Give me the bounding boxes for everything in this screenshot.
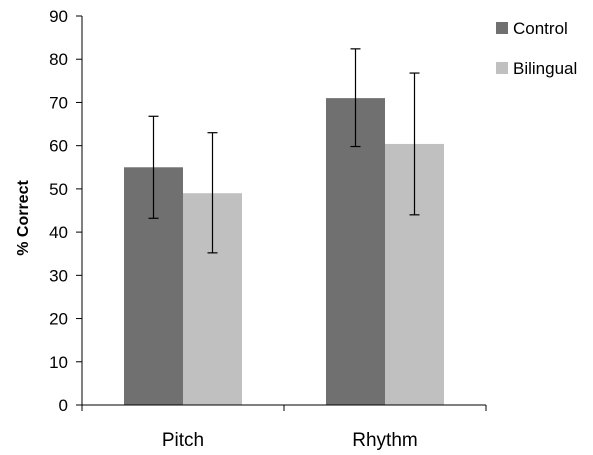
y-tick-label: 40 <box>49 223 68 242</box>
legend: Control Bilingual <box>496 19 577 78</box>
legend-label-control: Control <box>513 19 568 38</box>
y-tick-label: 90 <box>49 7 68 26</box>
error-bars <box>148 48 420 254</box>
bar-control-rhythm <box>326 98 385 405</box>
x-category-label: Rhythm <box>352 430 417 451</box>
y-tick-label: 10 <box>49 353 68 372</box>
legend-swatch-control <box>496 22 508 34</box>
legend-label-bilingual: Bilingual <box>513 59 577 78</box>
y-tick-label: 30 <box>49 266 68 285</box>
y-tick-label: 80 <box>49 50 68 69</box>
y-tick-label: 60 <box>49 137 68 156</box>
x-category-label: Pitch <box>162 430 204 451</box>
y-tick-label: 0 <box>59 396 68 415</box>
x-axis-ticks <box>81 405 487 411</box>
y-axis-ticks: 0 10 20 30 40 50 60 70 80 90 <box>49 7 82 415</box>
category-labels: Pitch Rhythm <box>162 430 418 451</box>
y-tick-label: 70 <box>49 93 68 112</box>
y-axis-title: % Correct <box>15 180 32 256</box>
legend-swatch-bilingual <box>496 62 508 74</box>
y-tick-label: 50 <box>49 180 68 199</box>
y-tick-label: 20 <box>49 310 68 329</box>
bars <box>124 98 444 405</box>
